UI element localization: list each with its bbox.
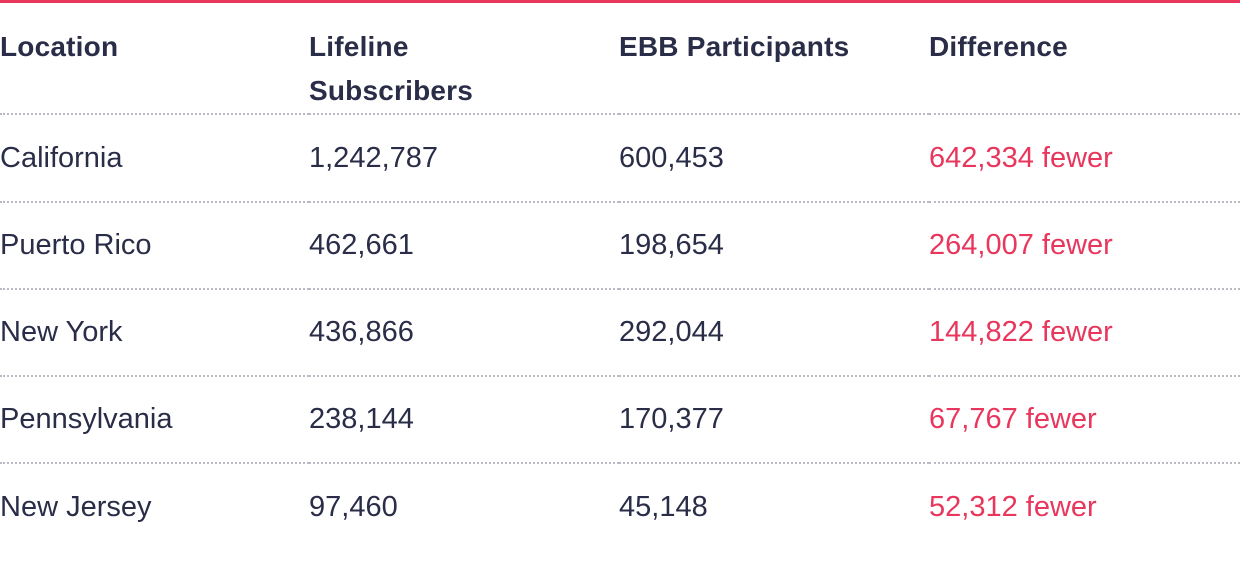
cell-ebb: 198,654 [619, 202, 929, 290]
cell-lifeline: 97,460 [309, 490, 398, 523]
cell-difference: 264,007 fewer [929, 202, 1240, 290]
column-header-lifeline-label: Lifeline Subscribers [309, 31, 474, 106]
column-header-ebb-label: EBB Participants [619, 31, 850, 62]
table-row: California 1,242,787 600,453 642,334 few… [0, 114, 1240, 203]
cell-lifeline: 1,242,787 [309, 114, 619, 203]
cell-difference: 144,822 fewer [929, 289, 1240, 377]
cell-ebb: 170,377 [619, 376, 929, 464]
column-header-difference-label: Difference [929, 31, 1068, 62]
top-accent-rule [0, 0, 1240, 3]
table-row: New York 436,866 292,044 144,822 fewer [0, 289, 1240, 377]
cell-location: New York [0, 289, 309, 377]
table-body: California 1,242,787 600,453 642,334 few… [0, 114, 1240, 550]
cell-difference: 67,767 fewer [929, 376, 1240, 464]
table-row: Puerto Rico 462,661 198,654 264,007 fewe… [0, 202, 1240, 290]
cell-location: California [0, 114, 309, 203]
cell-lifeline: 462,661 [309, 202, 619, 290]
cell-location: Pennsylvania [0, 376, 309, 464]
comparison-table: Location Lifeline Subscribers EBB Partic… [0, 3, 1240, 550]
column-header-location-label: Location [0, 31, 119, 62]
cell-ebb: 600,453 [619, 114, 929, 203]
cell-ebb: 45,148 [619, 490, 708, 523]
cell-lifeline: 436,866 [309, 289, 619, 377]
cell-location: Puerto Rico [0, 202, 309, 290]
column-header-ebb: EBB Participants [619, 3, 929, 115]
header-row: Location Lifeline Subscribers EBB Partic… [0, 3, 1240, 115]
table-row: New Jersey 97,460 45,148 52,312 fewer [0, 463, 1240, 550]
column-header-lifeline: Lifeline Subscribers [309, 3, 619, 115]
table-header: Location Lifeline Subscribers EBB Partic… [0, 3, 1240, 115]
cell-ebb: 292,044 [619, 289, 929, 377]
column-header-difference: Difference [929, 3, 1240, 115]
cell-location: New Jersey [0, 490, 152, 523]
cell-difference: 642,334 fewer [929, 114, 1240, 203]
column-header-location: Location [0, 3, 309, 115]
cell-difference: 52,312 fewer [929, 490, 1097, 523]
table-row: Pennsylvania 238,144 170,377 67,767 fewe… [0, 376, 1240, 464]
cell-lifeline: 238,144 [309, 376, 619, 464]
